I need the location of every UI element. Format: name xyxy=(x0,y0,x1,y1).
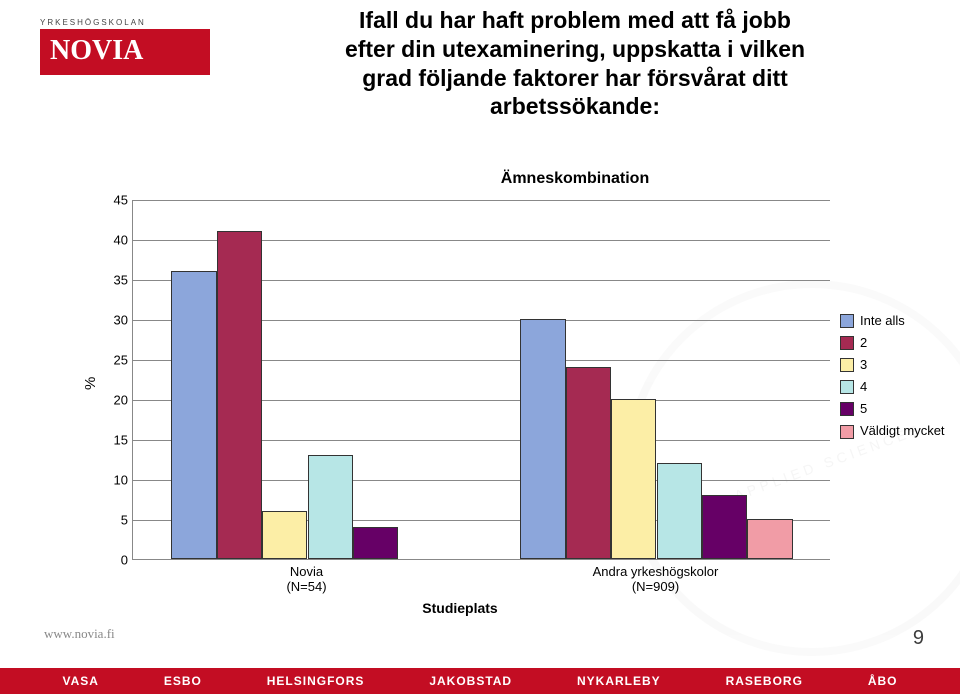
bar xyxy=(611,399,656,559)
footer-city: NYKARLEBY xyxy=(577,674,661,688)
legend-item: 4 xyxy=(840,376,945,398)
legend-label: 2 xyxy=(860,332,867,354)
logo-topline: YRKESHÖGSKOLAN xyxy=(40,18,210,27)
y-tick-label: 35 xyxy=(100,273,128,288)
legend: Inte alls2345Väldigt mycket xyxy=(840,310,945,443)
y-tick-label: 30 xyxy=(100,313,128,328)
legend-label: 3 xyxy=(860,354,867,376)
y-axis-title: % xyxy=(82,377,99,390)
legend-item: 5 xyxy=(840,398,945,420)
y-tick-label: 0 xyxy=(100,553,128,568)
y-tick-label: 40 xyxy=(100,233,128,248)
bar xyxy=(657,463,702,559)
x-tick-label: Novia(N=54) xyxy=(227,564,387,594)
title-line: grad följande faktorer har försvårat dit… xyxy=(250,64,900,93)
legend-swatch xyxy=(840,380,854,394)
footer-city: HELSINGFORS xyxy=(267,674,365,688)
y-tick-label: 25 xyxy=(100,353,128,368)
bar xyxy=(520,319,565,559)
legend-label: Inte alls xyxy=(860,310,905,332)
y-tick-label: 15 xyxy=(100,433,128,448)
y-tick-label: 20 xyxy=(100,393,128,408)
bar xyxy=(566,367,611,559)
legend-swatch xyxy=(840,314,854,328)
bar xyxy=(353,527,398,559)
legend-item: 2 xyxy=(840,332,945,354)
footer-city: JAKOBSTAD xyxy=(429,674,512,688)
page-title: Ifall du har haft problem med att få job… xyxy=(250,6,900,121)
x-tick-label: Andra yrkeshögskolor(N=909) xyxy=(576,564,736,594)
footer-url: www.novia.fi xyxy=(44,626,115,642)
gridline xyxy=(133,200,830,201)
y-tick-label: 45 xyxy=(100,193,128,208)
footer-bar: VASA ESBO HELSINGFORS JAKOBSTAD NYKARLEBY RAS… xyxy=(0,668,960,694)
y-tick-label: 5 xyxy=(100,513,128,528)
logo-name: NOVIA xyxy=(40,29,210,75)
title-line: efter din utexaminering, uppskatta i vil… xyxy=(250,35,900,64)
bar xyxy=(702,495,747,559)
bar xyxy=(171,271,216,559)
legend-label: 5 xyxy=(860,398,867,420)
footer-city: VASA xyxy=(62,674,98,688)
legend-item: Inte alls xyxy=(840,310,945,332)
footer-city: RASEBORG xyxy=(726,674,803,688)
legend-swatch xyxy=(840,425,854,439)
plot-area xyxy=(132,200,830,560)
y-tick-label: 10 xyxy=(100,473,128,488)
title-line: arbetssökande: xyxy=(250,92,900,121)
legend-swatch xyxy=(840,358,854,372)
legend-label: Väldigt mycket xyxy=(860,420,945,442)
chart-subtitle: Ämneskombination xyxy=(250,170,900,188)
footer-city: ESBO xyxy=(164,674,202,688)
bar xyxy=(262,511,307,559)
legend-item: 3 xyxy=(840,354,945,376)
bar xyxy=(217,231,262,559)
x-axis-title: Studieplats xyxy=(90,600,830,616)
legend-swatch xyxy=(840,402,854,416)
page-number: 9 xyxy=(913,627,924,650)
bar xyxy=(308,455,353,559)
legend-item: Väldigt mycket xyxy=(840,420,945,442)
bar xyxy=(747,519,792,559)
legend-swatch xyxy=(840,336,854,350)
logo: YRKESHÖGSKOLAN NOVIA xyxy=(40,18,210,75)
title-line: Ifall du har haft problem med att få job… xyxy=(250,6,900,35)
legend-label: 4 xyxy=(860,376,867,398)
chart: % Studieplats 051015202530354045Novia(N=… xyxy=(90,200,830,600)
footer-city: ÅBO xyxy=(868,674,898,688)
